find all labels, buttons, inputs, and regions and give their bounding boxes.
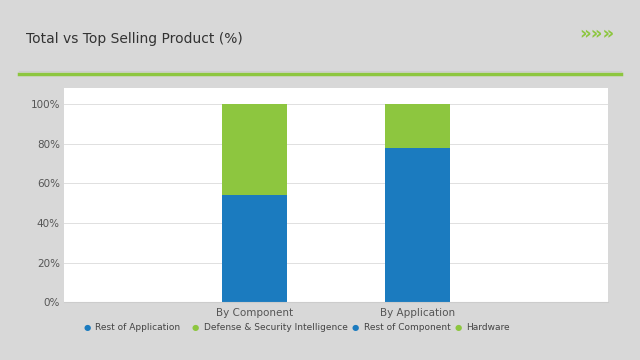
Text: ●: ● [83,323,90,332]
Text: ●: ● [192,323,199,332]
Text: »»»: »»» [579,25,614,43]
Text: ●: ● [454,323,461,332]
Text: Total vs Top Selling Product (%): Total vs Top Selling Product (%) [26,32,243,46]
Text: Rest of Component: Rest of Component [364,323,451,332]
Bar [385,104,451,148]
Text: Defense & Security Intelligence: Defense & Security Intelligence [204,323,348,332]
Text: Hardware: Hardware [466,323,509,332]
Bar [222,104,287,195]
Text: ●: ● [352,323,359,332]
Bar [385,148,451,302]
Text: Rest of Application: Rest of Application [95,323,180,332]
Bar [222,195,287,302]
